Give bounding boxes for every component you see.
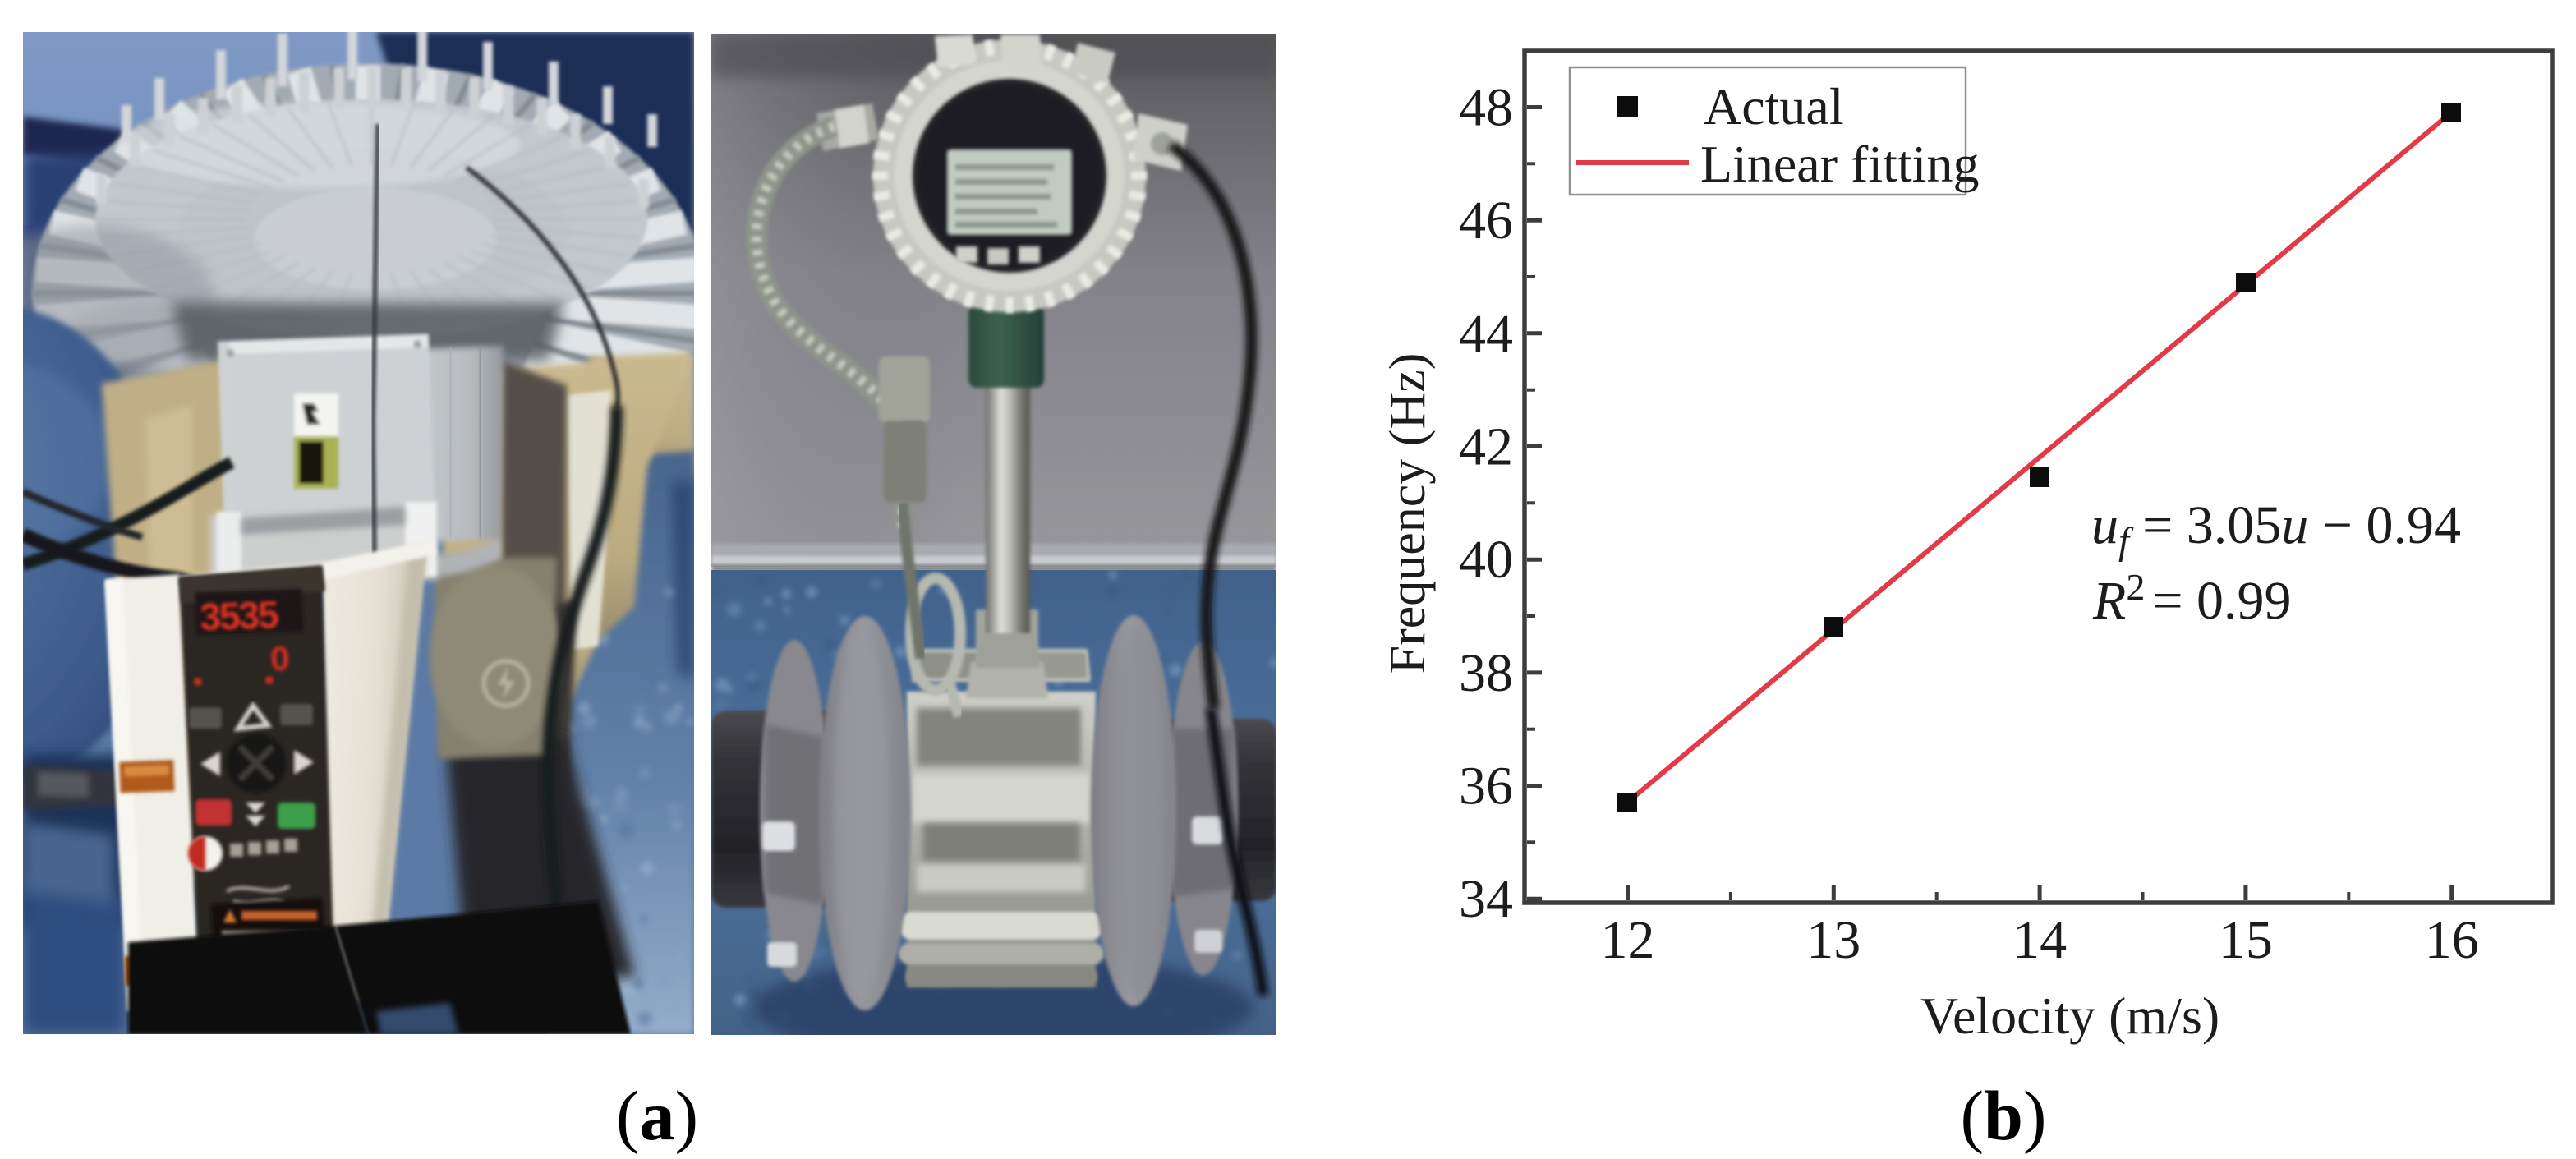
svg-text:40: 40 [1459, 530, 1513, 590]
svg-text:(a): (a) [616, 1076, 698, 1155]
svg-text:12: 12 [1601, 910, 1655, 970]
svg-text:3535: 3535 [199, 593, 279, 638]
svg-text:34: 34 [1459, 869, 1513, 929]
svg-text:14: 14 [2012, 910, 2067, 970]
svg-text:0: 0 [269, 638, 290, 678]
svg-text:44: 44 [1459, 304, 1513, 364]
svg-text:Linear fitting: Linear fitting [1700, 135, 1979, 193]
svg-text:38: 38 [1459, 643, 1513, 703]
svg-text:Actual: Actual [1704, 77, 1844, 136]
svg-text:48: 48 [1459, 78, 1513, 138]
svg-text:R2= 0.99: R2 = 0.99 [2092, 566, 2292, 631]
svg-text:Velocity (m/s): Velocity (m/s) [1920, 987, 2220, 1045]
svg-text:(b): (b) [1960, 1076, 2046, 1155]
svg-text:16: 16 [2425, 910, 2479, 970]
svg-text:uf= 3.05u − 0.94: uf = 3.05u − 0.94 [2091, 495, 2461, 563]
svg-text:15: 15 [2219, 910, 2273, 970]
svg-text:46: 46 [1459, 191, 1513, 251]
svg-text:13: 13 [1806, 910, 1861, 970]
svg-text:36: 36 [1459, 757, 1513, 816]
svg-text:Frequency (Hz): Frequency (Hz) [1380, 353, 1436, 674]
svg-text:42: 42 [1459, 417, 1513, 477]
